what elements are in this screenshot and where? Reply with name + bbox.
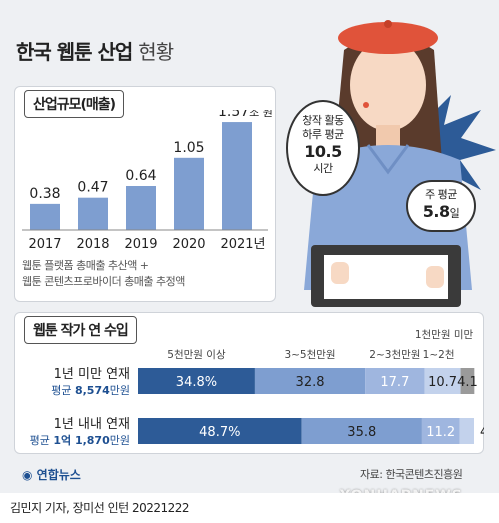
bar-category-label: 2017 — [28, 237, 61, 252]
row-average-prefix: 평균 — [51, 384, 75, 397]
hand-left — [331, 262, 349, 284]
stack-value-label: 11.2 — [426, 425, 455, 440]
title-light: 현황 — [138, 40, 174, 64]
bar-2017 — [30, 203, 60, 230]
legend-label: 2~3천만원 — [369, 349, 420, 361]
income-heading: 웹툰 작가 연 수입 — [24, 316, 137, 344]
daily-hours-bubble: 창작 활동 하루 평균 10.5 시간 — [286, 100, 360, 196]
bar-value-label: 1.57조 원 — [218, 110, 273, 120]
stack-segment-2~3천만원 — [421, 418, 460, 444]
stack-segment-5천만원 이상 — [138, 368, 255, 394]
logo-text: 연합뉴스 — [36, 468, 81, 482]
source-note: 자료: 한국콘텐츠진흥원 — [360, 468, 463, 481]
industry-note-line2: 웹툰 콘텐츠프로바이더 총매출 추정액 — [22, 275, 185, 288]
bar-category-label: 2020 — [172, 237, 205, 252]
daily-line2: 하루 평균 — [302, 128, 344, 141]
logo-icon: ◉ — [22, 468, 33, 482]
row-average-suffix: 만원 — [110, 384, 130, 397]
yonhap-logo: ◉ 연합뉴스 — [22, 466, 81, 483]
beret-tip — [384, 20, 392, 28]
bar-2019 — [126, 186, 156, 230]
industry-heading: 산업규모(매출) — [24, 90, 125, 118]
daily-unit: 시간 — [313, 162, 333, 175]
bar-2018 — [78, 197, 108, 230]
bar-category-label: 2018 — [76, 237, 109, 252]
bar-2021년 — [222, 122, 252, 230]
legend-label: 1~2천 — [423, 349, 455, 361]
stack-value-label: 4.1 — [457, 375, 478, 390]
credit-bar: 김민지 기자, 장미선 인턴 20221222 — [0, 493, 499, 523]
row-label: 1년 내내 연재 — [54, 417, 130, 432]
stack-segment-1~2천 — [424, 368, 461, 394]
credit-text: 김민지 기자, 장미선 인턴 20221222 — [10, 501, 190, 515]
stack-segment-1천만원 미만 — [460, 368, 475, 394]
stack-segment-3~5천만원 — [254, 368, 366, 394]
stack-segment-5천만원 이상 — [138, 418, 302, 444]
stack-value-label: 17.7 — [380, 375, 409, 390]
stack-segment-3~5천만원 — [301, 418, 422, 444]
title-bold: 한국 웹툰 산업 — [16, 40, 133, 64]
bar-value-label: 0.64 — [125, 168, 156, 184]
beret — [338, 22, 438, 54]
bar-2020 — [174, 157, 204, 230]
legend-label: 5천만원 이상 — [167, 349, 226, 361]
row-average-value: 1억 1,870 — [53, 434, 110, 447]
earring — [363, 102, 369, 108]
bar-value-label: 0.38 — [29, 186, 60, 202]
industry-bar-chart: 0.38 2017 0.47 2018 0.64 2019 1.05 2020 1.57조 원 2… — [22, 110, 273, 252]
stack-segment-2~3천만원 — [365, 368, 425, 394]
industry-note-line1: 웹툰 플랫폼 총매출 추산액 + — [22, 259, 149, 272]
bar-category-label: 2021년 — [220, 237, 265, 252]
page-title: 한국 웹툰 산업 현황 — [16, 36, 174, 65]
stack-value-label: 48.7% — [199, 425, 240, 440]
weekly-line1: 주 평균 — [425, 188, 457, 201]
legend-label: 1천만원 미만 — [415, 329, 474, 341]
neck — [376, 125, 400, 147]
weekly-days-bubble: 주 평균 5.8일 — [406, 180, 476, 232]
stack-value-label: 35.8 — [347, 425, 376, 440]
hand-right — [426, 266, 444, 288]
daily-line1: 창작 활동 — [302, 114, 344, 127]
bar-unit-label: 조 원 — [249, 110, 273, 119]
income-stacked-chart: 5천만원 이상 3~5천만원 2~3천만원 1~2천 1천만원 미만 1년 미만 연재평균… — [30, 329, 484, 447]
row-average-suffix: 만원 — [110, 434, 130, 447]
stack-value-label: 32.8 — [296, 375, 325, 390]
legend-label: 3~5천만원 — [284, 349, 335, 361]
row-average: 평균 8,574만원 — [51, 384, 130, 397]
row-average-value: 8,574 — [75, 384, 110, 397]
stack-value-label: 34.8% — [176, 375, 217, 390]
stack-segment-1~2천 — [459, 418, 474, 444]
weekly-unit: 일 — [449, 207, 460, 220]
collar — [366, 144, 410, 175]
bar-value-label: 1.05 — [173, 140, 204, 156]
row-average: 평균 1억 1,870만원 — [30, 434, 130, 447]
weekly-value: 5.8 — [422, 202, 450, 221]
face — [350, 39, 426, 131]
row-average-prefix: 평균 — [30, 434, 54, 447]
stack-value-label: 4.3 — [480, 425, 484, 440]
bar-value-label: 0.47 — [77, 180, 108, 196]
row-label: 1년 미만 연재 — [54, 367, 130, 382]
industry-note: 웹툰 플랫폼 총매출 추산액 + 웹툰 콘텐츠프로바이더 총매출 추정액 — [22, 258, 185, 290]
bar-category-label: 2019 — [124, 237, 157, 252]
stack-value-label: 10.7 — [428, 375, 457, 390]
daily-value: 10.5 — [304, 142, 342, 161]
